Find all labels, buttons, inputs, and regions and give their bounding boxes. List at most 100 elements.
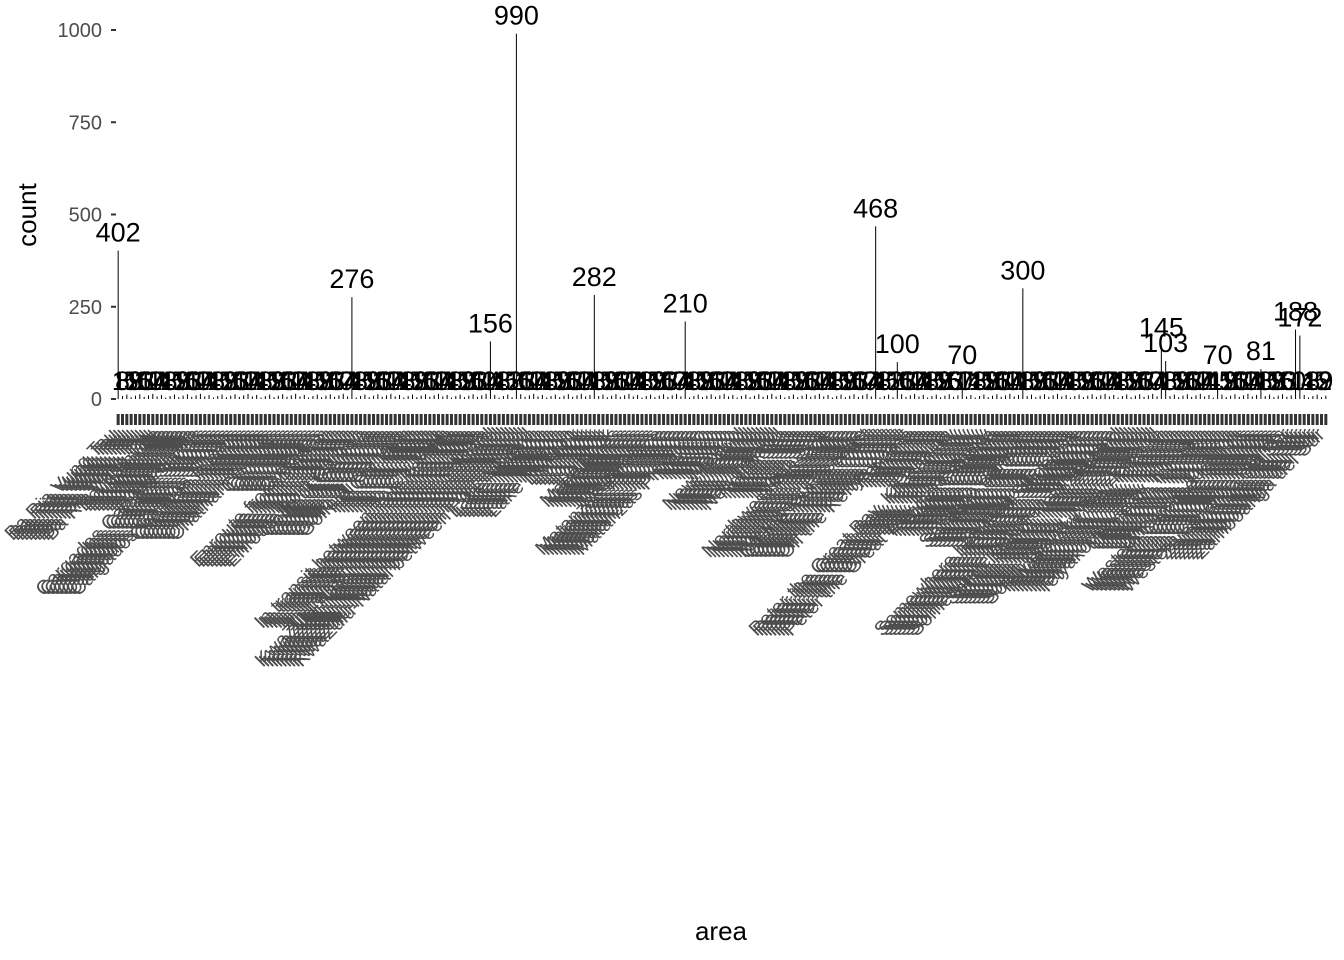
data-label: 11 bbox=[909, 366, 937, 396]
data-label: 10 bbox=[133, 366, 163, 396]
data-label: 12 bbox=[1016, 366, 1046, 396]
data-label: 10 bbox=[1133, 366, 1163, 396]
data-label: 9 bbox=[795, 366, 810, 396]
data-label: 9 bbox=[461, 366, 476, 396]
data-label: 10 bbox=[990, 366, 1020, 396]
data-label: 14 bbox=[1233, 366, 1263, 396]
data-label: 13 bbox=[791, 366, 821, 396]
data-label: 5 bbox=[314, 366, 329, 396]
data-label: 13 bbox=[1268, 366, 1298, 396]
data-label: 6 bbox=[660, 366, 675, 396]
data-label: 6 bbox=[613, 366, 628, 396]
data-label: 10 bbox=[562, 366, 592, 396]
data-label: 8 bbox=[401, 366, 416, 396]
data-label: 11 bbox=[290, 366, 318, 396]
data-label: 4 bbox=[634, 366, 649, 396]
data-label: 8 bbox=[210, 366, 225, 396]
data-label: 145 bbox=[1139, 312, 1184, 342]
data-label: 9 bbox=[747, 366, 762, 396]
data-label: 6 bbox=[994, 366, 1009, 396]
data-label: 13 bbox=[363, 366, 393, 396]
data-label: 10 bbox=[1276, 366, 1306, 396]
data-label: 5 bbox=[600, 366, 615, 396]
y-tick-label: 750 bbox=[69, 112, 102, 134]
data-label: 10 bbox=[514, 366, 544, 396]
data-label: 8 bbox=[924, 366, 939, 396]
data-label: 14 bbox=[614, 366, 644, 396]
data-label: 12 bbox=[207, 366, 237, 396]
data-label: 12 bbox=[921, 366, 951, 396]
data-label: 5 bbox=[552, 366, 567, 396]
data-label: 14 bbox=[233, 366, 263, 396]
data-label: 6 bbox=[1232, 366, 1247, 396]
data-label: 7 bbox=[1245, 366, 1260, 396]
data-label: 10 bbox=[276, 366, 306, 396]
data-label: 8 bbox=[1115, 366, 1130, 396]
data-label: 14 bbox=[281, 366, 311, 396]
data-label: 6 bbox=[946, 366, 961, 396]
data-label: 7 bbox=[388, 366, 403, 396]
data-label: 10 bbox=[324, 366, 354, 396]
data-label: 70 bbox=[1203, 340, 1233, 370]
data-label: 8 bbox=[1067, 366, 1082, 396]
data-label: 5 bbox=[1219, 366, 1234, 396]
data-label: 5 bbox=[1124, 366, 1139, 396]
data-label: 9 bbox=[652, 366, 667, 396]
data-label: 14 bbox=[804, 366, 834, 396]
data-label: 5 bbox=[1266, 366, 1281, 396]
data-label: 6 bbox=[422, 366, 437, 396]
data-label: 12 bbox=[1302, 366, 1332, 396]
data-label: 13 bbox=[410, 366, 440, 396]
data-label: 14 bbox=[1138, 366, 1168, 396]
data-label: 8 bbox=[591, 366, 606, 396]
data-label: 10 bbox=[1086, 366, 1116, 396]
data-label: 4 bbox=[1063, 366, 1078, 396]
data-label: 8 bbox=[734, 366, 749, 396]
data-label: 7 bbox=[435, 366, 450, 396]
data-label: 9 bbox=[1223, 366, 1238, 396]
data-label: 10 bbox=[943, 366, 973, 396]
data-label: 12 bbox=[874, 366, 904, 396]
data-label: 9 bbox=[556, 366, 571, 396]
data-label: 12 bbox=[1207, 366, 1237, 396]
data-label: 13 bbox=[1220, 366, 1250, 396]
data-label: 5 bbox=[266, 366, 281, 396]
data-label: 300 bbox=[1000, 255, 1045, 285]
data-label: 12 bbox=[636, 366, 666, 396]
data-label: 11 bbox=[433, 366, 461, 396]
data-label: 7 bbox=[340, 366, 355, 396]
data-label: 4 bbox=[301, 366, 316, 396]
data-label: 9 bbox=[604, 366, 619, 396]
data-label: 11 bbox=[766, 366, 794, 396]
x-axis-title: area bbox=[695, 916, 748, 946]
data-label: 14 bbox=[1185, 366, 1215, 396]
data-label: 11 bbox=[1195, 366, 1223, 396]
data-label: 4 bbox=[253, 366, 268, 396]
data-label: 9 bbox=[1128, 366, 1143, 396]
data-label: 9 bbox=[271, 366, 286, 396]
data-label: 9 bbox=[937, 366, 952, 396]
data-label: 13 bbox=[649, 366, 679, 396]
data-label: 13 bbox=[696, 366, 726, 396]
data-label: 7 bbox=[864, 366, 879, 396]
data-label: 12 bbox=[397, 366, 427, 396]
data-label: 11 bbox=[1100, 366, 1128, 396]
data-label: 70 bbox=[947, 340, 977, 370]
bars bbox=[117, 33, 1327, 399]
data-label: 10 bbox=[848, 366, 878, 396]
data-label: 14 bbox=[1090, 366, 1120, 396]
data-label: 9 bbox=[985, 366, 1000, 396]
data-label: 14 bbox=[566, 366, 596, 396]
data-label: 8 bbox=[686, 366, 701, 396]
data-label: 5 bbox=[981, 366, 996, 396]
data-label: 4 bbox=[872, 366, 887, 396]
data-label: 8 bbox=[448, 366, 463, 396]
data-label: 13 bbox=[887, 366, 917, 396]
data-label: 10 bbox=[419, 366, 449, 396]
data-label: 8 bbox=[258, 366, 273, 396]
data-label: 4 bbox=[349, 366, 364, 396]
data-label: 10 bbox=[467, 366, 497, 396]
data-label: 7 bbox=[1197, 366, 1212, 396]
data-label: 7 bbox=[816, 366, 831, 396]
